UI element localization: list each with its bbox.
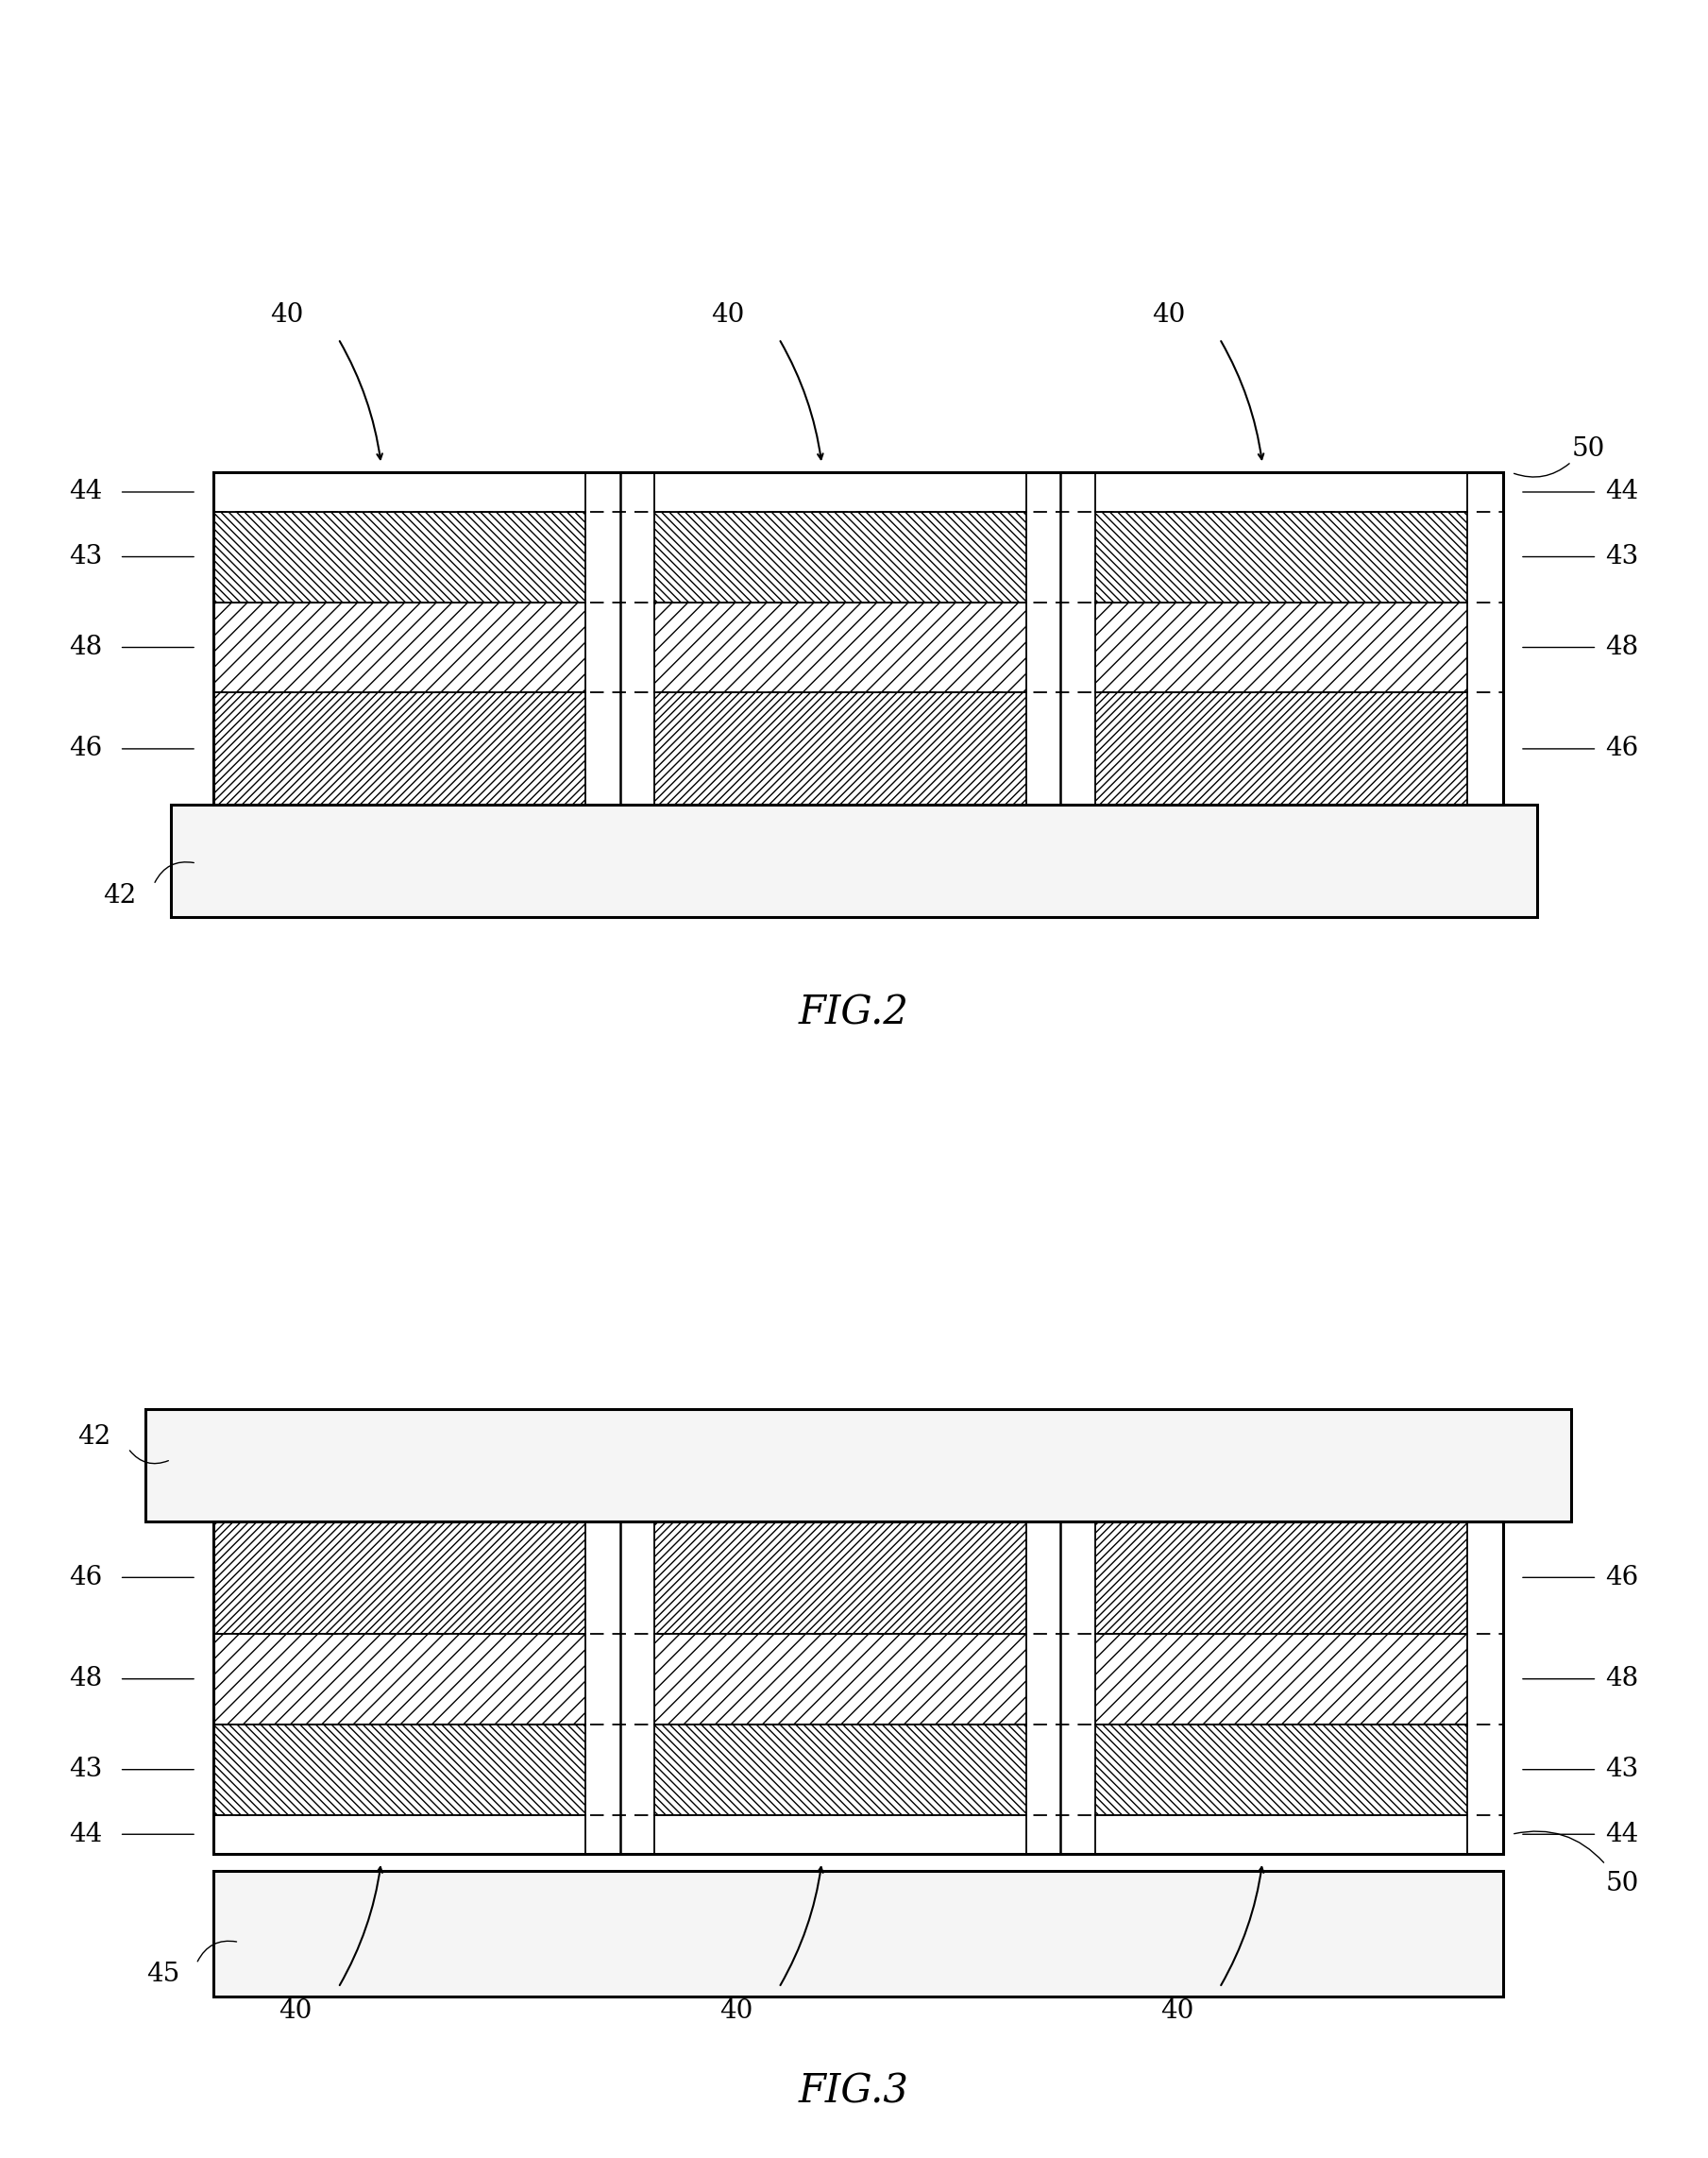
Text: 45: 45 <box>147 1962 179 1988</box>
Text: 44: 44 <box>1606 479 1638 505</box>
Bar <box>214 1815 586 1854</box>
Text: 44: 44 <box>1606 1821 1638 1847</box>
Bar <box>654 1815 1027 1854</box>
Bar <box>1095 602 1467 693</box>
Text: 48: 48 <box>1606 1666 1638 1692</box>
Text: 46: 46 <box>1606 736 1638 762</box>
Text: 40: 40 <box>711 302 745 328</box>
Text: 48: 48 <box>70 634 102 660</box>
Text: 43: 43 <box>1606 1757 1638 1783</box>
Bar <box>214 1871 1503 1996</box>
Bar <box>214 693 586 805</box>
Text: 50: 50 <box>1606 1871 1640 1897</box>
Text: 46: 46 <box>1606 1565 1638 1590</box>
Bar <box>654 1724 1027 1815</box>
Text: 40: 40 <box>1160 1998 1194 2024</box>
Bar <box>1095 511 1467 602</box>
Text: 44: 44 <box>70 1821 102 1847</box>
Text: 48: 48 <box>1606 634 1638 660</box>
Text: 50: 50 <box>1571 436 1606 462</box>
Bar <box>171 805 1537 917</box>
Text: 44: 44 <box>70 479 102 505</box>
Bar <box>1095 1521 1467 1634</box>
Bar <box>214 473 1503 805</box>
Bar <box>1095 1634 1467 1724</box>
Text: 46: 46 <box>70 736 102 762</box>
Text: 46: 46 <box>70 1565 102 1590</box>
Bar <box>1095 693 1467 805</box>
Text: 40: 40 <box>719 1998 753 2024</box>
Bar <box>214 1724 586 1815</box>
Bar <box>654 511 1027 602</box>
Text: 43: 43 <box>70 1757 102 1783</box>
Bar <box>214 1521 1503 1854</box>
Bar <box>654 602 1027 693</box>
Text: 48: 48 <box>70 1666 102 1692</box>
Bar <box>214 473 586 511</box>
Text: 42: 42 <box>79 1424 111 1450</box>
Bar <box>1027 1521 1095 1854</box>
Bar <box>1095 1724 1467 1815</box>
Bar <box>1095 1815 1467 1854</box>
Bar <box>214 511 586 602</box>
Bar <box>1095 473 1467 511</box>
Text: 43: 43 <box>70 544 102 570</box>
Bar <box>214 1634 586 1724</box>
Bar <box>654 473 1027 511</box>
Text: 42: 42 <box>104 883 137 909</box>
Bar <box>214 1521 586 1634</box>
Bar <box>214 602 586 693</box>
Text: FIG.3: FIG.3 <box>799 2072 909 2111</box>
Bar <box>654 1521 1027 1634</box>
Bar <box>145 1409 1571 1521</box>
Bar <box>586 473 654 805</box>
Text: 43: 43 <box>1606 544 1638 570</box>
Bar <box>1027 473 1095 805</box>
Text: 40: 40 <box>1151 302 1185 328</box>
Text: 40: 40 <box>278 1998 313 2024</box>
Text: 40: 40 <box>270 302 304 328</box>
Text: FIG.2: FIG.2 <box>799 993 909 1032</box>
Bar <box>586 1521 654 1854</box>
Bar <box>654 693 1027 805</box>
Bar <box>654 1634 1027 1724</box>
